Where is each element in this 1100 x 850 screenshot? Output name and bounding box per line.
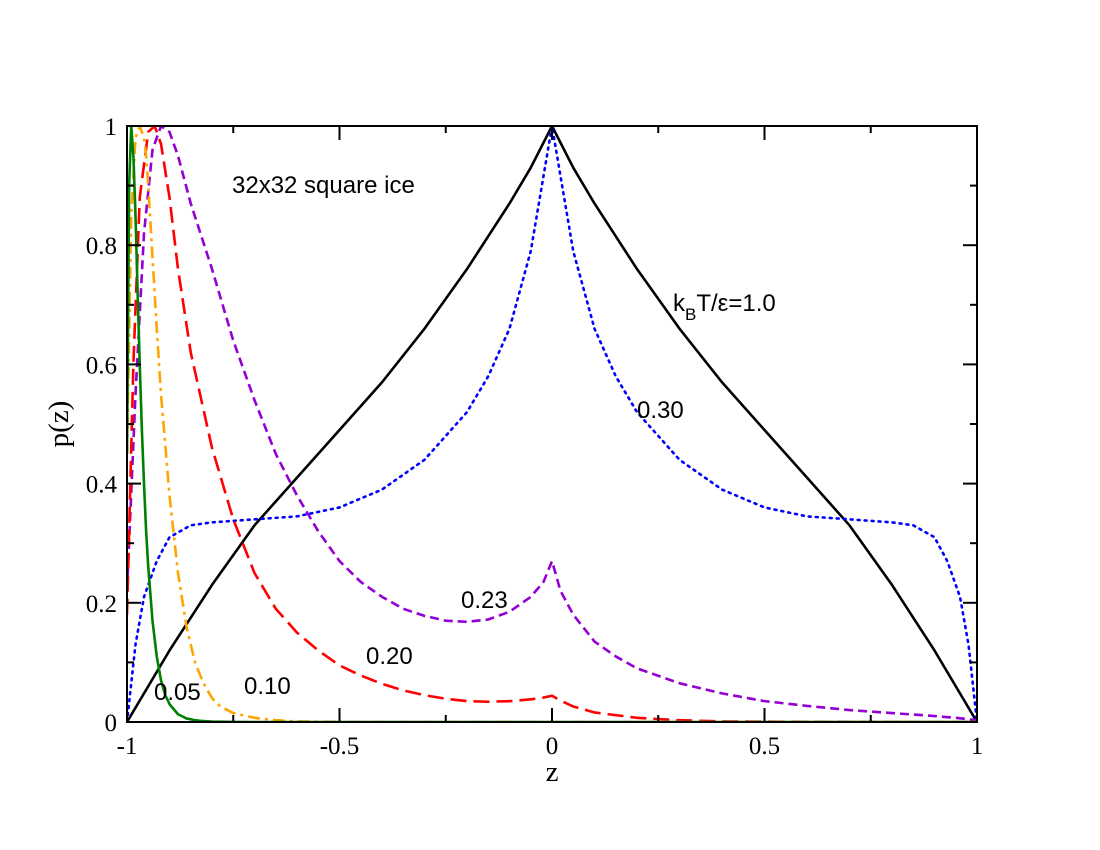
series-line-0-23 [127,126,977,722]
annotation-t005: 0.05 [154,679,201,706]
plot-frame [126,125,978,723]
y-axis-label: p(z) [43,401,75,448]
y-tick-label: 0 [105,710,118,737]
annotation-t020: 0.20 [366,643,413,670]
y-tick-label: 0.6 [86,352,117,379]
temp-label-rest: T/ε=1.0 [696,290,775,317]
x-tick-label: 0.5 [749,733,780,760]
annotation-t010: 0.10 [244,673,291,700]
x-tick-label: 0 [546,733,559,760]
y-tick-label: 1 [105,114,118,141]
temp-label-k: k [673,290,686,317]
tick-labels-layer: -1 -0.5 0 0.5 1 0 0.2 0.4 0.6 0.8 1 [86,114,984,760]
series-line-0-05 [127,126,977,722]
ticks-layer [126,125,978,723]
series-line-0-20 [127,126,977,722]
annotation-system: 32x32 square ice [232,172,415,199]
temp-label-sub: B [685,305,696,324]
x-tick-label: -1 [117,733,138,760]
y-tick-label: 0.2 [86,591,117,618]
annotation-t023: 0.23 [461,587,508,614]
series-layer [127,126,977,722]
series-line-0-10 [127,126,977,722]
series-line-0-30 [127,126,977,722]
x-tick-label: 1 [971,733,984,760]
y-tick-label: 0.4 [86,472,118,499]
x-tick-label: -0.5 [320,733,360,760]
series-line-1-0 [127,126,977,722]
y-tick-label: 0.8 [86,233,117,260]
annotation-temperature: kBT/ε=1.0 [673,290,776,324]
x-axis-label: z [546,756,559,788]
annotation-t030: 0.30 [637,397,684,424]
